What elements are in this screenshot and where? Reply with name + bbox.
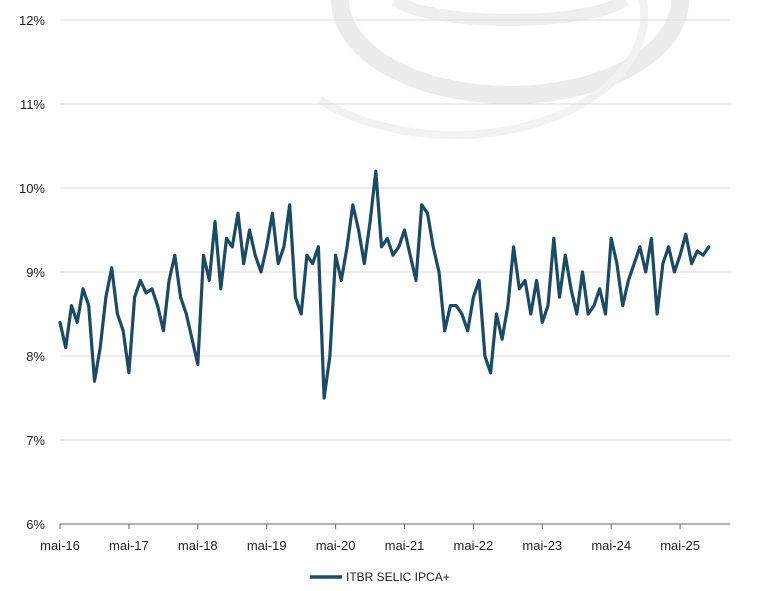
y-tick-label: 6% [26,517,45,532]
x-tick-label: mai-18 [178,538,218,553]
horizontal-gridlines [60,19,730,441]
x-axis-ticks [59,524,681,529]
x-tick-label: mai-23 [522,538,562,553]
x-tick-label: mai-21 [385,538,425,553]
y-tick-label: 7% [26,433,45,448]
x-axis-tick-labels: mai-16 mai-17 mai-18 mai-19 mai-20 mai-21 mai-… [40,538,700,553]
y-tick-label: 8% [26,349,45,364]
y-tick-label: 12% [19,13,45,28]
y-axis-tick-labels: 6% 7% 8% 9% 10% 11% 12% [19,13,45,532]
x-tick-label: mai-22 [454,538,494,553]
x-tick-label: mai-20 [316,538,356,553]
x-tick-label: mai-17 [109,538,149,553]
legend-label: ITBR SELIC IPCA+ [346,570,450,584]
x-tick-label: mai-25 [660,538,700,553]
y-tick-label: 10% [19,181,45,196]
x-tick-label: mai-24 [591,538,631,553]
x-tick-label: mai-16 [40,538,80,553]
y-tick-label: 11% [20,97,45,112]
y-tick-label: 9% [26,265,45,280]
x-tick-label: mai-19 [247,538,287,553]
series-line-itbr-selic-ipca [58,169,711,400]
legend: ITBR SELIC IPCA+ [310,570,450,584]
